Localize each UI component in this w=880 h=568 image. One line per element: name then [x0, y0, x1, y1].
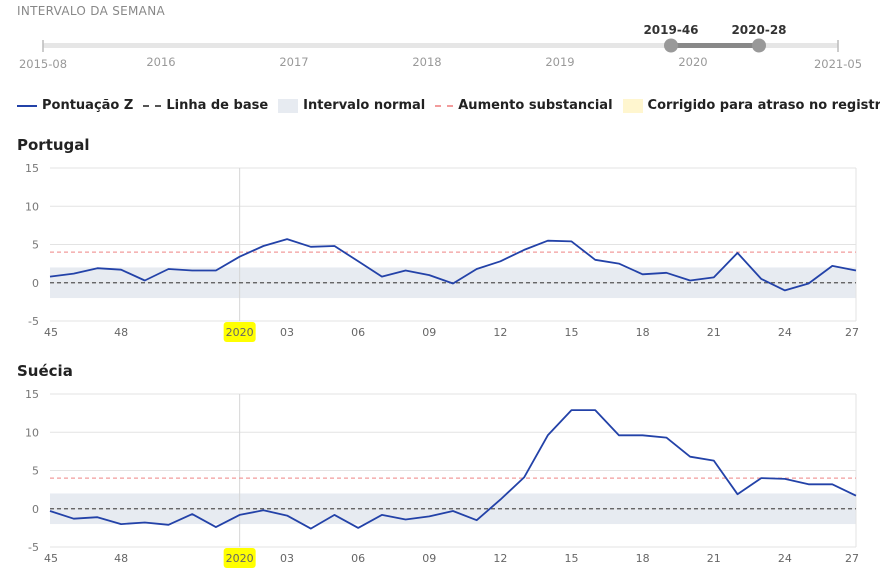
x-tick-label: 24: [778, 552, 792, 565]
x-tick-label: 48: [114, 552, 128, 565]
chart-title-sweden: Suécia: [17, 362, 73, 380]
legend-label-normal-range: Intervalo normal: [303, 98, 426, 113]
x-tick-label: 06: [351, 326, 365, 339]
slider-handle-start-label: 2019-46: [643, 23, 698, 37]
zscore-series-line: [49, 409, 857, 530]
x-tick-label: 21: [707, 552, 721, 565]
legend-item-baseline[interactable]: Linha de base: [143, 98, 268, 113]
legend-label-corrected: Corrigido para atraso no registro: [647, 98, 880, 113]
x-tick-label: 15: [565, 552, 579, 565]
x-tick-label: 45: [44, 552, 58, 565]
chart-title-portugal: Portugal: [17, 136, 90, 154]
x-tick-label: 06: [351, 552, 365, 565]
highlight-2020: [223, 322, 256, 342]
slider-handle-end[interactable]: [752, 38, 766, 53]
legend-label-substantial-increase: Aumento substancial: [458, 98, 613, 113]
y-tick-label: 0: [32, 277, 39, 290]
slider-start-label: 2015-08: [19, 57, 67, 71]
x-tick-label: 21: [707, 326, 721, 339]
slider-handle-end-label: 2020-28: [731, 23, 786, 37]
x-tick-label: 27: [845, 326, 859, 339]
y-tick-label: 10: [25, 426, 39, 439]
slider-year-label: 2019: [545, 55, 574, 69]
highlight-2020: [223, 548, 256, 568]
x-tick-label: 2020: [226, 552, 254, 565]
x-tick-label: 12: [493, 326, 507, 339]
x-tick-label: 18: [636, 326, 650, 339]
x-tick-label: 27: [845, 552, 859, 565]
slider-track[interactable]: [43, 43, 838, 48]
legend-item-normal-range[interactable]: Intervalo normal: [278, 98, 425, 113]
x-tick-label: 12: [493, 552, 507, 565]
y-tick-label: 0: [32, 503, 39, 516]
slider-year-label: 2017: [279, 55, 308, 69]
zscore-chart-sweden: -5 0 5 10 15 45 48 2020 03 06 09 12 15 18 21 24 27: [25, 388, 859, 568]
y-tick-label: 15: [25, 162, 39, 175]
y-tick-label: 5: [32, 239, 39, 252]
y-tick-label: 15: [25, 388, 39, 401]
slider-year-label: 2018: [412, 55, 441, 69]
legend-label-zscore: Pontuação Z: [42, 98, 134, 113]
corrected-swatch: [622, 98, 643, 113]
chart-legend: Pontuação Z Linha de base Intervalo norm…: [17, 98, 880, 113]
slider-handle-start[interactable]: [664, 38, 678, 53]
y-tick-label: 5: [32, 465, 39, 478]
x-tick-label: 24: [778, 326, 792, 339]
y-tick-label: -5: [28, 315, 39, 328]
y-tick-label: -5: [28, 541, 39, 554]
x-tick-label: 15: [565, 326, 579, 339]
substantial-increase-swatch: [435, 104, 454, 107]
normal-range-swatch: [278, 98, 299, 113]
zscore-chart-portugal: -5 0 5 10 15 45 48 2020 03 06 09 12 15 18 21 24 27: [25, 162, 859, 342]
legend-item-corrected[interactable]: Corrigido para atraso no registro: [622, 98, 880, 113]
legend-item-zscore[interactable]: Pontuação Z: [17, 98, 133, 113]
x-tick-label: 09: [422, 552, 436, 565]
x-tick-label: 03: [280, 552, 294, 565]
x-tick-label: 45: [44, 326, 58, 339]
legend-item-substantial-increase[interactable]: Aumento substancial: [435, 98, 613, 113]
x-tick-label: 48: [114, 326, 128, 339]
x-tick-label: 2020: [226, 326, 254, 339]
week-range-slider[interactable]: 2019-46 2020-28 2015-08 2021-05 2016 201…: [0, 18, 880, 80]
y-tick-label: 10: [25, 200, 39, 213]
legend-label-baseline: Linha de base: [166, 98, 269, 113]
x-tick-label: 09: [422, 326, 436, 339]
zscore-line-swatch: [17, 104, 37, 107]
slider-year-label: 2020: [678, 55, 707, 69]
slider-end-label: 2021-05: [814, 57, 862, 71]
x-tick-label: 18: [636, 552, 650, 565]
zscore-series-line: [49, 238, 857, 292]
slider-year-label: 2016: [146, 55, 175, 69]
x-tick-label: 03: [280, 326, 294, 339]
range-slider-title: INTERVALO DA SEMANA: [17, 4, 165, 18]
baseline-dash-swatch: [143, 104, 162, 107]
